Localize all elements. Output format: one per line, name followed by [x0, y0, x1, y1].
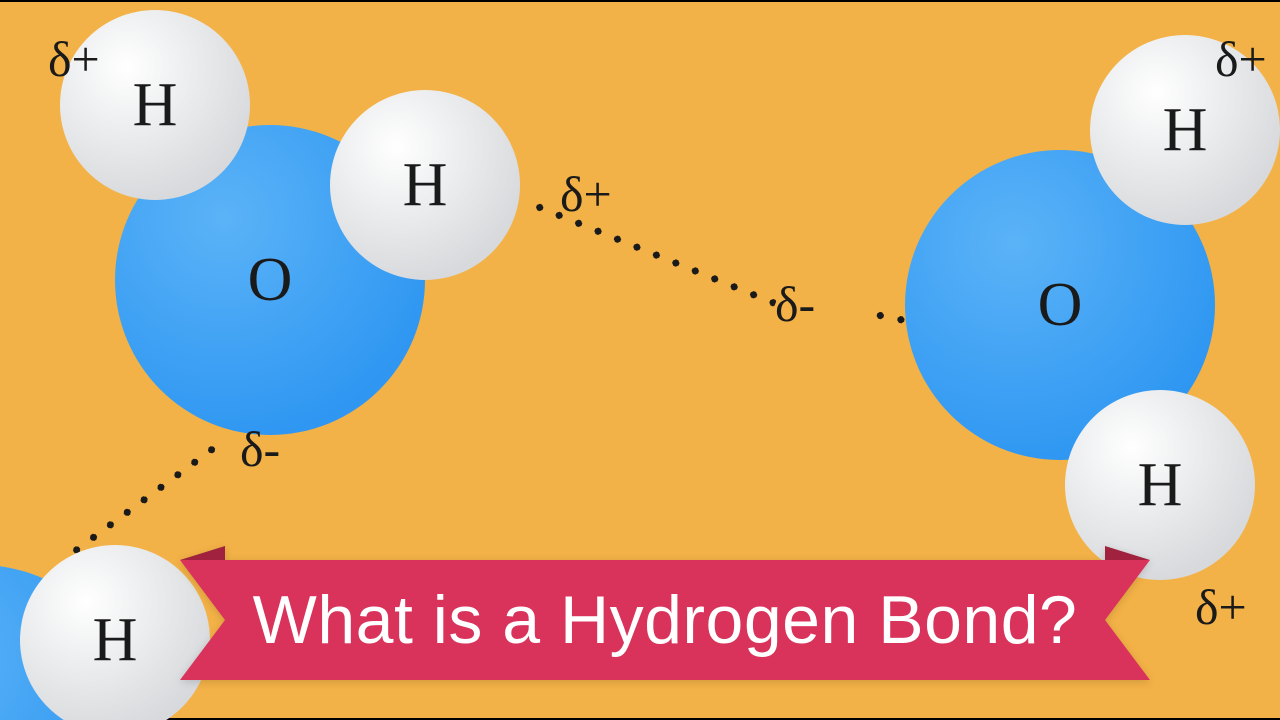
atom-label: O [248, 245, 293, 316]
banner-text: What is a Hydrogen Bond? [253, 581, 1078, 659]
atom-label: O [1038, 270, 1083, 341]
partial-charge-label: δ+ [1195, 578, 1247, 636]
banner-body: What is a Hydrogen Bond? [225, 560, 1105, 680]
partial-charge-label: δ+ [1215, 30, 1267, 88]
banner-fold-right [1105, 546, 1150, 560]
hydrogen-atom: H [330, 90, 520, 280]
banner-fold-left [180, 546, 225, 560]
letterbox-top [0, 0, 1280, 2]
hydrogen-bond-line [63, 441, 222, 562]
partial-charge-label: δ- [240, 420, 280, 478]
hydrogen-atom: H [1065, 390, 1255, 580]
partial-charge-label: δ- [775, 275, 815, 333]
title-banner: What is a Hydrogen Bond? [225, 560, 1105, 680]
diagram-canvas: O O H H H H H δ+ δ+ δ-δ-δ+ δ+ What is a Hydrogen … [0, 0, 1280, 720]
atom-label: H [93, 605, 138, 676]
partial-charge-label: δ+ [560, 165, 612, 223]
partial-charge-label: δ+ [48, 30, 100, 88]
atom-label: H [1138, 450, 1183, 521]
atom-label: H [1163, 95, 1208, 166]
atom-label: H [403, 150, 448, 221]
atom-label: H [133, 70, 178, 141]
